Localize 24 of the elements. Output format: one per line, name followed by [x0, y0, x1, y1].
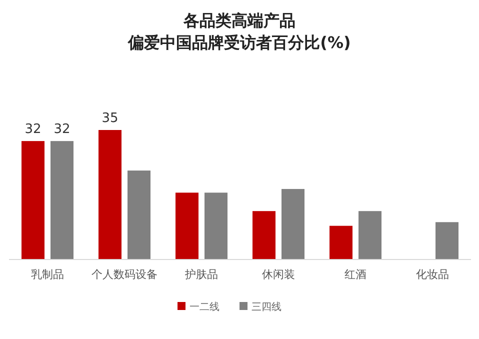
chart-subtitle: 偏爱中国品牌受访者百分比(%) [127, 33, 351, 52]
bar [330, 226, 352, 259]
bar [436, 222, 458, 259]
x-tick-label: 乳制品 [31, 268, 64, 281]
bar [358, 211, 382, 259]
x-tick-label: 红酒 [344, 268, 366, 281]
bar [282, 188, 304, 259]
data-label: 35 [102, 111, 118, 126]
legend-label: 三四线 [252, 301, 282, 313]
x-tick-label: 护肤品 [184, 268, 218, 281]
bar [176, 192, 198, 259]
x-tick-label: 休闲装 [262, 268, 295, 281]
bar [128, 170, 150, 259]
data-label: 32 [54, 122, 70, 138]
chart-title: 各品类高端产品 [182, 11, 296, 30]
bar [50, 141, 74, 259]
bar [98, 130, 122, 259]
bar [204, 192, 228, 259]
x-tick-label: 个人数码设备 [92, 268, 158, 281]
bar [22, 141, 44, 259]
data-label: 32 [24, 122, 42, 138]
x-tick-label: 化妆品 [416, 268, 449, 281]
bar [252, 211, 276, 259]
legend-label: 一二线 [190, 301, 220, 313]
